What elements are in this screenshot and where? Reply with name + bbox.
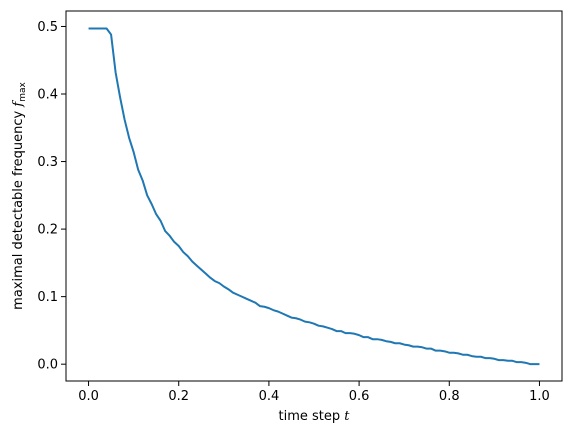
x-tick-label: 0.2 — [168, 389, 189, 404]
y-tick-label: 0.2 — [37, 223, 58, 238]
x-axis-label: time step t — [279, 409, 351, 424]
y-tick-label: 0.4 — [37, 88, 58, 103]
x-axis-label-var: t — [344, 409, 350, 424]
y-axis-label: maximal detectable frequency fmax — [11, 82, 28, 310]
y-tick-label: 0.1 — [37, 290, 58, 305]
axes-background — [66, 11, 562, 381]
x-tick-label: 0.0 — [78, 389, 99, 404]
x-tick-label: 0.6 — [349, 389, 370, 404]
y-tick-label: 0.3 — [37, 155, 58, 170]
plot-area — [65, 10, 563, 382]
axes-frame — [65, 10, 563, 382]
x-tick-label: 0.4 — [259, 389, 280, 404]
y-tick-label: 0.5 — [37, 20, 58, 35]
y-axis-label-var: f — [11, 100, 26, 108]
x-axis-label-text: time step — [279, 409, 345, 424]
y-axis-label-text: maximal detectable frequency — [11, 107, 26, 310]
y-tick-label: 0.0 — [37, 358, 58, 373]
x-axis: 0.0 0.2 0.4 0.6 0.8 1.0 — [78, 381, 550, 404]
x-tick-label: 1.0 — [529, 389, 550, 404]
series-line — [88, 27, 540, 366]
x-tick-label: 0.8 — [439, 389, 460, 404]
y-axis-label-sub: max — [18, 82, 28, 102]
y-axis: 0.0 0.1 0.2 0.3 0.4 0.5 — [37, 20, 66, 373]
